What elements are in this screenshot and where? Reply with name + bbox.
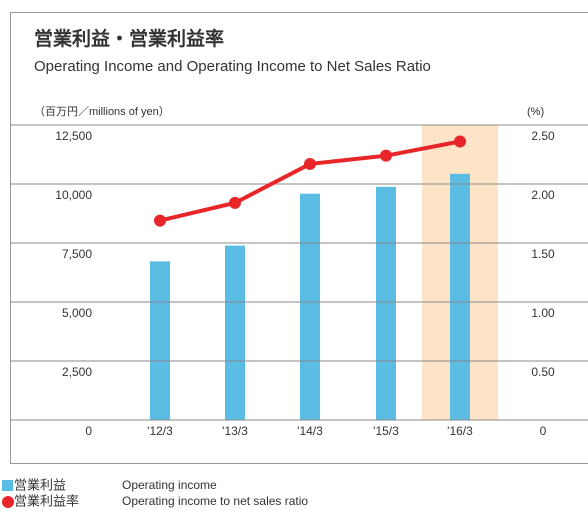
bar [225,245,245,420]
line-point [154,214,166,227]
bar [300,193,320,420]
chart-title: 営業利益・営業利益率 [34,27,224,50]
legend-label: 営業利益率 [14,493,79,508]
x-tick-label: '13/3 [222,424,248,438]
y2-tick-label: 0 [540,424,547,438]
chart-subtitle: Operating Income and Operating Income to… [34,58,431,75]
legend-swatch [2,496,14,508]
line-point [229,196,241,209]
line-point [454,135,466,148]
bar [376,186,396,420]
x-tick-label: '16/3 [447,424,473,438]
panel [10,12,588,464]
x-tick-label: '15/3 [373,424,399,438]
y-tick-label: 0 [85,424,92,438]
legend-swatch [2,480,13,491]
y-tick-label: 2,500 [62,365,92,379]
y2-tick-label: 2.50 [531,129,555,143]
y-axis-label: （百万円／millions of yen） [34,105,170,118]
y2-tick-label: 1.50 [531,247,555,261]
bar [150,261,170,420]
x-tick-label: '12/3 [147,424,173,438]
line-point [380,149,392,162]
x-tick-label: '14/3 [297,424,323,438]
y2-axis-label: (%) [527,106,544,118]
y-tick-label: 5,000 [62,306,92,320]
y-tick-label: 7,500 [62,247,92,261]
y-tick-label: 12,500 [55,129,92,143]
y2-tick-label: 0.50 [531,365,555,379]
y-tick-label: 10,000 [55,188,92,202]
legend-description: Operating income to net sales ratio [122,494,308,508]
line-point [304,157,316,170]
y2-tick-label: 1.00 [531,306,555,320]
legend-label: 営業利益 [14,477,66,492]
legend-description: Operating income [122,478,217,492]
y2-tick-label: 2.00 [531,188,555,202]
bar [450,173,470,420]
